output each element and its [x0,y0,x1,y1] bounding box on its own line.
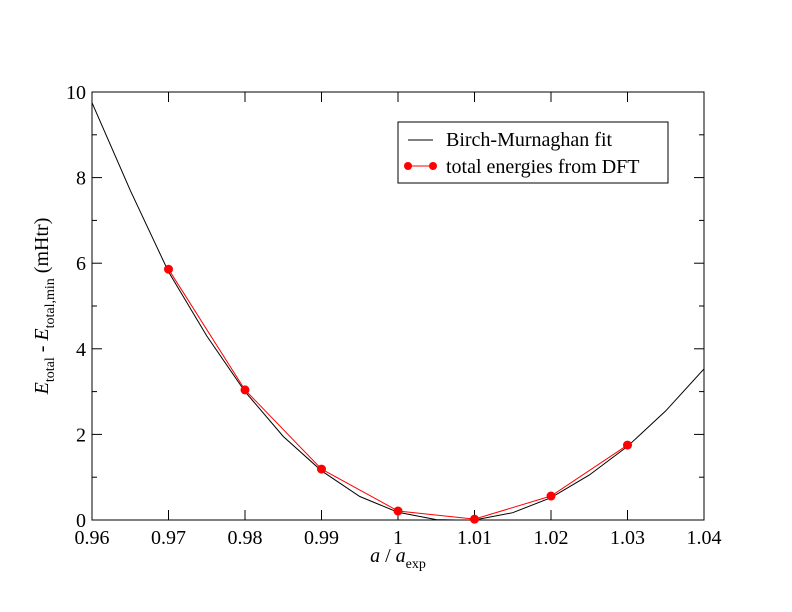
x-tick-label: 1.03 [610,527,645,549]
y-tick-label: 8 [76,168,86,190]
y-tick-label: 0 [76,510,86,532]
legend-label-dft: total energies from DFT [446,156,639,178]
dft-data-point [623,440,632,450]
x-axis-label: a / aexp [370,545,426,572]
dft-data-point [317,464,326,474]
fit-curve [91,102,705,521]
series-group [91,102,705,524]
y-axis-label: Etotal - Etotal,min (mHtr) [31,218,58,396]
dft-data-point [393,506,403,516]
y-tick-label: 4 [76,339,86,361]
x-tick-label: 0.99 [304,527,339,549]
x-tick-label: 0.98 [228,527,263,549]
legend-box [397,121,669,184]
y-tick-label: 6 [76,253,86,275]
x-tick-label: 1 [393,527,403,549]
legend-marker-dft [404,162,412,170]
x-tick-label: 1.02 [534,527,569,549]
legend: Birch-Murnaghan fit total energies from … [397,121,669,184]
ticks [91,91,705,521]
y-tick-label: 2 [76,424,86,446]
x-tick-label: 0.97 [151,527,186,549]
dft-data-point [164,264,173,274]
y-tick-label: 10 [66,82,86,104]
x-tick-labels: 0.96 0.97 0.98 0.99 1 1.01 1.02 1.03 1.04 [75,527,722,549]
x-tick-label: 1.01 [457,527,492,549]
legend-label-fit: Birch-Murnaghan fit [446,129,613,151]
dft-data-point [240,385,250,395]
legend-marker-dft [429,162,437,170]
dft-line [168,268,628,520]
x-tick-label: 0.96 [75,527,110,549]
x-tick-label: 1.04 [687,527,722,549]
y-tick-labels: 0 2 4 6 8 10 [66,82,86,532]
dft-data-point [470,514,479,524]
dft-data-point [546,491,556,501]
